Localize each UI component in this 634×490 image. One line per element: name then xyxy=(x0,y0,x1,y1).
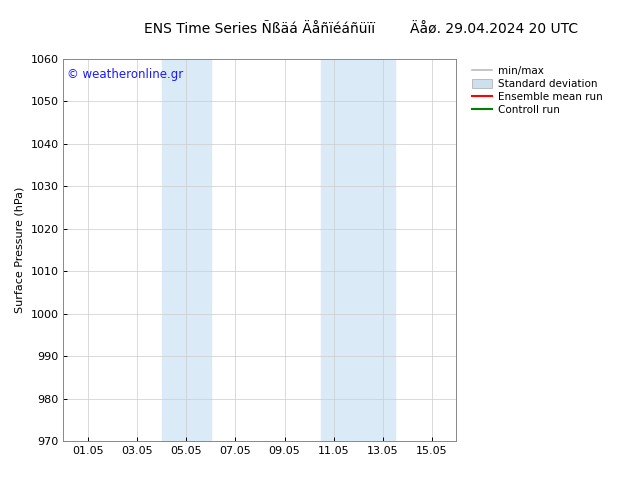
Text: Äåø. 29.04.2024 20 UTC: Äåø. 29.04.2024 20 UTC xyxy=(410,22,579,36)
Text: ENS Time Series Ñßäá Äåñïéáñüïï: ENS Time Series Ñßäá Äåñïéáñüïï xyxy=(145,22,375,36)
Y-axis label: Surface Pressure (hPa): Surface Pressure (hPa) xyxy=(15,187,25,313)
Bar xyxy=(321,59,395,441)
Text: © weatheronline.gr: © weatheronline.gr xyxy=(67,69,184,81)
Legend: min/max, Standard deviation, Ensemble mean run, Controll run: min/max, Standard deviation, Ensemble me… xyxy=(470,64,604,117)
Bar xyxy=(162,59,210,441)
